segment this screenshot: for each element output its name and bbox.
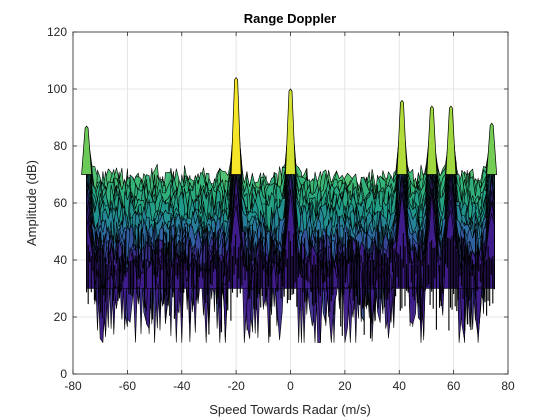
x-tick-label-5: 20 (338, 379, 352, 393)
x-tick-label-7: 60 (447, 379, 461, 393)
peak-4 (426, 105, 438, 175)
y-tick-label-3: 60 (54, 196, 68, 210)
y-tick-label-0: 0 (60, 367, 67, 381)
axis-ticks: -80 -60 -40 -20 0 20 40 60 80 0 20 40 60 80 100 120 (47, 25, 515, 393)
x-tick-label-0: -80 (64, 379, 82, 393)
noise-floor-spikes (86, 226, 495, 339)
x-tick-label-3: -20 (227, 379, 245, 393)
y-tick-label-1: 20 (54, 310, 68, 324)
x-tick-label-8: 80 (501, 379, 515, 393)
peak-1 (230, 77, 242, 175)
y-tick-label-4: 80 (54, 139, 68, 153)
chart-title: Range Doppler (244, 11, 336, 26)
x-tick-label-6: 40 (393, 379, 407, 393)
y-tick-label-5: 100 (47, 82, 67, 96)
y-tick-label-6: 120 (47, 25, 67, 39)
y-axis-label: Amplitude (dB) (24, 160, 39, 246)
x-tick-label-4: 0 (287, 379, 294, 393)
x-axis-label: Speed Towards Radar (m/s) (209, 402, 371, 417)
peak-2 (285, 88, 296, 175)
peak-3 (396, 99, 408, 175)
y-tick-label-2: 40 (54, 253, 68, 267)
peak-6 (486, 122, 498, 175)
surface-plot (81, 77, 498, 343)
x-tick-label-1: -60 (119, 379, 137, 393)
peak-0 (81, 125, 92, 175)
x-tick-label-2: -40 (173, 379, 191, 393)
peak-5 (445, 105, 457, 175)
